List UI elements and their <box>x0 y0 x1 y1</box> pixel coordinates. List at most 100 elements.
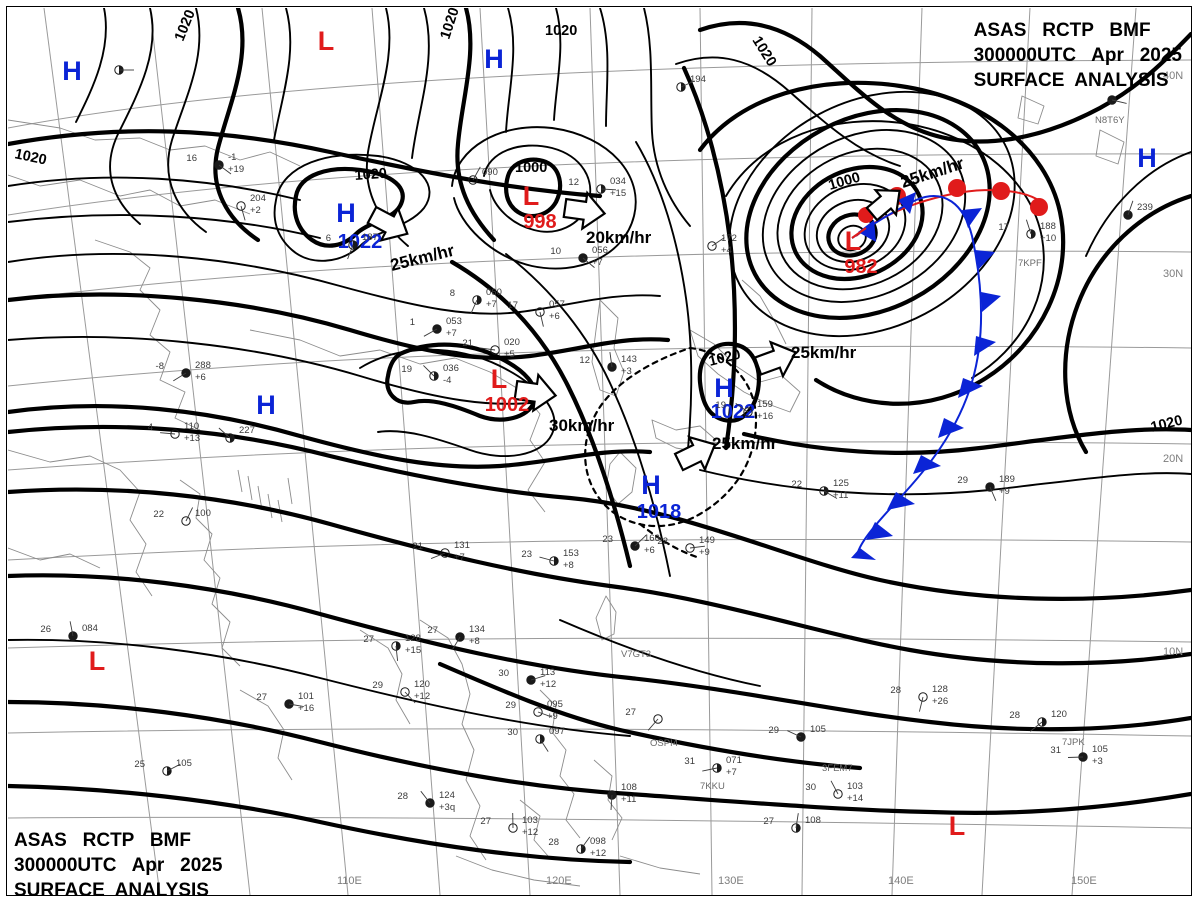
wind-barb-icon <box>404 691 416 704</box>
isobar-1020-topright <box>697 20 1191 144</box>
station-plot: 239 <box>1123 200 1153 220</box>
wind-barb-icon <box>347 244 354 260</box>
wind-barb-icon <box>680 80 695 88</box>
system-H-unlabeled-3[interactable]: H <box>1137 143 1157 173</box>
station-plot: 17 188+10 <box>998 219 1056 244</box>
station-id-5: 7JPK <box>1062 737 1085 748</box>
pressure-system-labels: H 1022 L 998 L 982 L 1002 H 1022 H 1018 … <box>62 26 1157 841</box>
speed-label-0: 25km/hr <box>388 241 456 275</box>
station-value: +3 <box>621 366 632 377</box>
system-L-1002-letter[interactable]: L <box>491 364 508 394</box>
station-value: 020 <box>504 337 520 348</box>
station-value: 17 <box>998 222 1009 233</box>
wind-barb-icon <box>702 767 718 772</box>
station-value: +15 <box>610 188 626 199</box>
station-value: +3 <box>1092 756 1103 767</box>
wind-barb-icon <box>420 790 431 804</box>
station-value: 10 <box>550 246 561 257</box>
station-value: 21 <box>412 541 423 552</box>
lon-label-150E: 150E <box>1071 875 1097 887</box>
system-L-unlabeled-3[interactable]: L <box>949 811 966 841</box>
station-value: 29 <box>372 680 383 691</box>
isobar-trough-right <box>449 259 633 569</box>
station-value: +9 <box>547 711 558 722</box>
station-plot: 8 060+7 <box>450 287 502 314</box>
station-plot: 28 124+3q <box>397 790 455 813</box>
station-circle-icon <box>653 714 663 724</box>
station-value: 036 <box>443 363 459 374</box>
station-value: 19 <box>401 364 412 375</box>
station-circle-icon <box>630 541 640 551</box>
station-value: +15 <box>405 645 421 656</box>
station-value: 159 <box>757 399 773 410</box>
station-value: 204 <box>250 193 266 204</box>
station-value: 27 <box>427 625 438 636</box>
wind-barb-icon <box>539 738 549 752</box>
station-plot: 19 159+16 <box>715 399 773 422</box>
station-plot: 227 <box>218 425 255 443</box>
system-L-982-letter[interactable]: L <box>845 226 862 256</box>
wind-barb-icon <box>1127 200 1134 216</box>
station-value: 12 <box>568 177 579 188</box>
station-value: 1 <box>410 317 415 328</box>
station-value: 120 <box>1051 709 1067 720</box>
wind-barb-icon <box>1030 721 1043 732</box>
isobar-east-2 <box>1085 151 1191 257</box>
system-H-1018-letter[interactable]: H <box>641 470 661 500</box>
station-plot: 23 166+6 <box>602 533 659 556</box>
wind-barb-icon <box>173 372 187 382</box>
system-H-unlabeled-2[interactable]: H <box>484 44 504 74</box>
wind-barb-icon <box>823 490 838 499</box>
motion-arrow-high-1022 <box>366 205 409 242</box>
station-value: 188 <box>1040 221 1056 232</box>
station-id-4: 7KPF <box>1018 258 1042 269</box>
isobar-1020-right <box>741 427 1191 455</box>
station-value: 8 <box>450 288 455 299</box>
station-plot: 27 103+12 <box>480 812 538 838</box>
station-value: +7 <box>486 299 497 310</box>
station-value: 27 <box>256 692 267 703</box>
header-line-1-bottom: ASAS RCTP BMF <box>14 830 191 851</box>
station-value: 090 <box>482 167 498 178</box>
station-circle-icon <box>440 548 450 558</box>
station-plot: 27 108 <box>763 813 821 833</box>
station-circle-icon <box>685 543 695 553</box>
isobar-sub-5 <box>8 783 633 865</box>
station-value: 034 <box>610 176 626 187</box>
station-id-0: V7GT3 <box>621 649 651 660</box>
station-plot: 25 105 <box>134 758 192 776</box>
station-circle-icon <box>468 175 478 185</box>
wind-barb-icon <box>634 535 647 547</box>
header-line-2-top: 300000UTC Apr 2025 <box>973 45 1182 66</box>
station-plot <box>1107 95 1127 105</box>
station-value: 143 <box>621 354 637 365</box>
system-H-1022-japan-letter[interactable]: H <box>714 373 734 403</box>
station-value: 28 <box>548 837 559 848</box>
wind-barb-icon <box>1111 99 1127 104</box>
station-value: 187 <box>362 232 378 243</box>
system-L-unlabeled-1[interactable]: L <box>318 26 335 56</box>
system-L-998-letter[interactable]: L <box>523 181 540 211</box>
system-H-unlabeled-4[interactable]: H <box>256 390 276 420</box>
isobar-sub-1 <box>8 424 1191 601</box>
station-value: 149 <box>699 535 715 546</box>
system-H-1022-value: 1022 <box>338 231 383 253</box>
station-value: 100 <box>195 508 211 519</box>
station-value: +7 <box>726 767 737 778</box>
station-plot: 28 120 <box>1009 709 1067 732</box>
station-plot: 29 105 <box>768 724 826 742</box>
system-H-unlabeled-1[interactable]: H <box>62 56 82 86</box>
station-value: +11 <box>833 490 848 501</box>
isobar-group-topleft <box>75 8 292 243</box>
system-H-1022-letter[interactable]: H <box>336 198 356 228</box>
wind-barb-icon <box>480 347 496 351</box>
station-value: 056 <box>592 245 608 256</box>
station-value: 134 <box>469 624 485 635</box>
lat-label-10N: 10N <box>1163 646 1183 658</box>
station-plot: 28 098+12 <box>548 836 606 859</box>
station-cloud-cover-icon <box>796 823 801 833</box>
station-value: +19 <box>228 164 244 175</box>
system-L-unlabeled-2[interactable]: L <box>89 646 106 676</box>
